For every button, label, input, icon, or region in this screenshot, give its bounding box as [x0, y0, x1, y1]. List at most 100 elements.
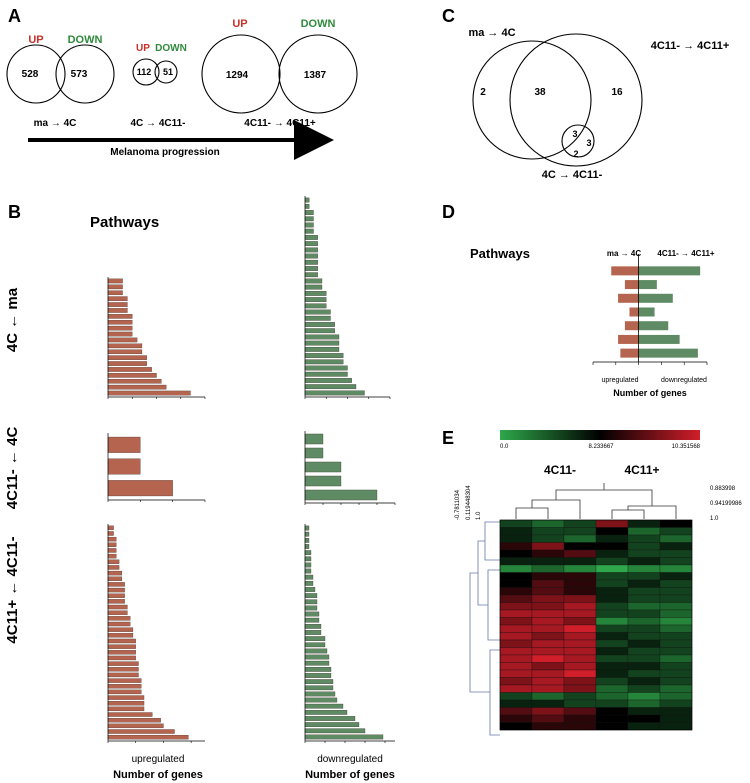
- heatmap-cell: [659, 662, 693, 671]
- bar: [304, 531, 310, 537]
- heatmap-cell: [595, 549, 629, 558]
- bar: [304, 593, 318, 598]
- venn-circle-down: [55, 44, 115, 104]
- heatmap-cell: [563, 699, 597, 708]
- bar: [107, 723, 164, 729]
- bar: [107, 638, 136, 644]
- chart-b-4c11m-4c11p-down: [304, 524, 395, 743]
- heatmap-cell: [563, 564, 597, 573]
- heatmap-cell: [531, 624, 565, 633]
- up-count: 112: [137, 67, 152, 77]
- bar: [107, 290, 123, 296]
- heatmap-cell: [563, 519, 597, 528]
- down-count: 573: [71, 69, 88, 80]
- heatmap-cell: [531, 617, 565, 626]
- bar: [304, 309, 331, 315]
- chart-d-diverging: [592, 254, 708, 365]
- heatmap-cell: [531, 632, 565, 641]
- bar: [304, 525, 310, 531]
- panel-label-a: A: [8, 6, 21, 26]
- heatmap-cell: [595, 632, 629, 641]
- bar: [107, 655, 136, 661]
- row-label-4c-4c11m: 4C11- ← 4C: [4, 427, 21, 510]
- heatmap-cell: [563, 602, 597, 611]
- bar: [304, 315, 331, 321]
- bar: [107, 302, 128, 307]
- down-label: DOWN: [68, 34, 103, 46]
- heatmap-cell: [499, 542, 533, 551]
- heatmap-cell: [531, 542, 565, 551]
- heatmap-cell: [499, 654, 533, 663]
- bar-down: [638, 293, 673, 303]
- heatmap-cell: [627, 587, 661, 596]
- heatmap-cell: [499, 662, 533, 671]
- heatmap-cell: [627, 722, 661, 731]
- heatmap-cell: [659, 602, 693, 611]
- heatmap-cell: [595, 624, 629, 633]
- heatmap-cell: [627, 639, 661, 648]
- heatmap-cell: [499, 549, 533, 558]
- bar: [304, 728, 366, 734]
- heatmap-cell: [499, 617, 533, 626]
- heatmap-cell: [659, 677, 693, 686]
- bar: [107, 337, 138, 343]
- bar: [107, 553, 117, 559]
- bar: [107, 355, 147, 360]
- heatmap-cell: [659, 579, 693, 588]
- heatmap-cell: [531, 662, 565, 671]
- heatmap-cell: [563, 542, 597, 551]
- heatmap-cell: [595, 654, 629, 663]
- bar: [304, 617, 320, 623]
- set3-label: 4C → 4C11-: [542, 169, 603, 181]
- heatmap-cell: [499, 519, 533, 528]
- heatmap-cell: [627, 557, 661, 566]
- heatmap-cell: [531, 699, 565, 708]
- d-label-down: downregulated: [661, 377, 707, 384]
- bar: [304, 544, 310, 549]
- heatmap-cell: [563, 617, 597, 626]
- bar: [304, 611, 320, 617]
- dendro-left-label: 0.119448304: [466, 485, 472, 520]
- heatmap-cell: [627, 542, 661, 551]
- heatmap-cell: [499, 602, 533, 611]
- bar: [304, 216, 314, 222]
- bar: [304, 599, 318, 605]
- dendro-branch: [555, 489, 653, 506]
- bar: [107, 650, 136, 655]
- dendro-left-label: -0.7811034: [455, 489, 461, 520]
- bar: [304, 290, 327, 296]
- heatmap-cell: [531, 527, 565, 536]
- bar: [107, 319, 133, 325]
- heatmap-cell: [531, 609, 565, 618]
- bar: [304, 447, 324, 459]
- heatmap-cell: [595, 557, 629, 566]
- bar: [304, 433, 324, 445]
- bar: [107, 331, 133, 337]
- heatmap-cell: [659, 624, 693, 633]
- heatmap-cell: [595, 564, 629, 573]
- bar: [304, 556, 312, 562]
- row-label-4c11m-4c11p: 4C11+ ← 4C11-: [4, 536, 21, 643]
- heatmap-cell: [563, 609, 597, 618]
- heatmap-cell: [563, 587, 597, 596]
- heatmap-cell: [563, 714, 597, 723]
- heatmap-cell: [499, 722, 533, 731]
- heatmap-cell: [659, 609, 693, 618]
- heatmap-cell: [499, 632, 533, 641]
- panel-label-b: B: [8, 202, 21, 222]
- count-only-2: 16: [611, 87, 623, 98]
- heatmap-cell: [627, 632, 661, 641]
- legend-max: 10.351568: [672, 444, 701, 450]
- bar: [304, 303, 327, 309]
- heatmap-cell: [659, 669, 693, 678]
- bar-up: [618, 334, 639, 344]
- bar: [304, 297, 327, 302]
- bar: [304, 722, 360, 727]
- heatmap-cell: [659, 594, 693, 603]
- panel-d-title: Pathways: [470, 246, 530, 261]
- up-label: UP: [28, 34, 43, 46]
- bar: [107, 548, 117, 553]
- heatmap-cell: [595, 707, 629, 716]
- heatmap-cell: [595, 677, 629, 686]
- bar: [304, 568, 312, 574]
